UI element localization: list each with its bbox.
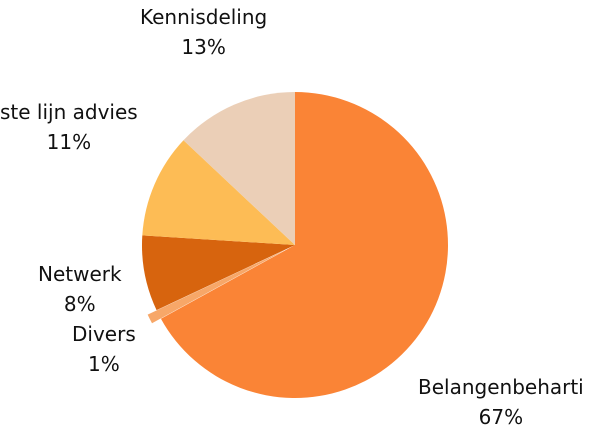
label-divers-name: Divers: [72, 322, 136, 346]
label-kennisdeling-name: Kennisdeling: [140, 5, 268, 29]
label-belangenbeharti-name: Belangenbeharti: [418, 375, 584, 399]
pie-slice-1: [147, 249, 287, 324]
label-eerste-lijn-advies-name: ste lijn advies: [0, 100, 138, 124]
label-eerste-lijn-advies: ste lijn advies 11%: [0, 100, 138, 154]
label-kennisdeling: Kennisdeling 13%: [140, 5, 267, 59]
pie-slice-2: [142, 235, 295, 311]
label-eerste-lijn-advies-value: 11%: [46, 130, 92, 154]
pie-slice-4: [183, 92, 295, 245]
pie-slice-3: [142, 140, 295, 245]
label-netwerk: Netwerk 8%: [38, 262, 122, 316]
label-divers: Divers 1%: [72, 322, 136, 376]
label-kennisdeling-value: 13%: [181, 35, 226, 59]
label-belangenbeharti: Belangenbeharti 67%: [418, 375, 584, 429]
pie-slice-0: [160, 92, 448, 398]
label-divers-value: 1%: [88, 352, 120, 376]
label-belangenbeharti-value: 67%: [478, 405, 524, 429]
label-netwerk-name: Netwerk: [38, 262, 122, 286]
label-netwerk-value: 8%: [63, 292, 96, 316]
